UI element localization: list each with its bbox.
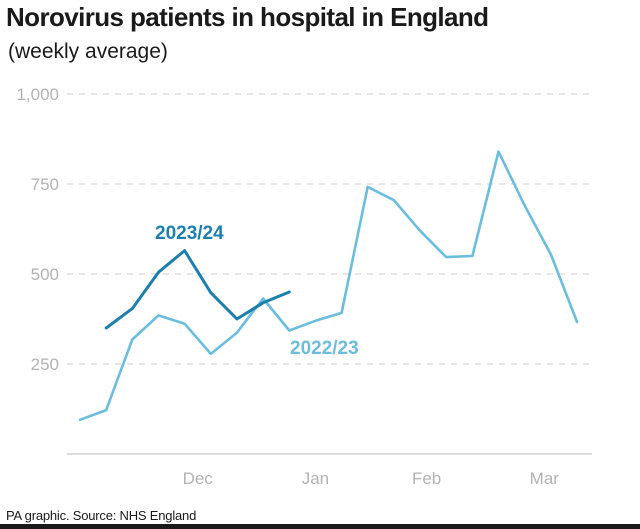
y-tick-label: 250 <box>31 355 59 374</box>
y-tick-label: 500 <box>31 265 59 284</box>
series-line-2022-23 <box>78 150 579 422</box>
chart-title: Norovirus patients in hospital in Englan… <box>6 2 489 32</box>
gridlines <box>67 93 592 365</box>
x-tick-label: Jan <box>302 469 329 488</box>
series-label-2023-24: 2023/24 <box>155 223 224 244</box>
x-axis: Dec Jan Feb Mar <box>183 469 560 488</box>
y-axis: 1,000 750 500 250 <box>16 85 59 374</box>
x-tick-label: Mar <box>530 469 560 488</box>
x-tick-label: Feb <box>412 469 441 488</box>
bottom-rule <box>0 524 640 529</box>
x-tick-label: Dec <box>183 469 214 488</box>
series-lines <box>78 150 579 422</box>
y-tick-label: 750 <box>31 175 59 194</box>
line-chart: 1,000 750 500 250 Dec Jan Feb Mar 2023/24 2022… <box>16 85 592 488</box>
series-line-2023-24 <box>104 249 291 330</box>
series-label-2022-23: 2022/23 <box>290 338 359 359</box>
chart-subtitle: (weekly average) <box>8 40 168 63</box>
y-tick-label: 1,000 <box>16 85 59 104</box>
source-note: PA graphic. Source: NHS England <box>6 508 197 523</box>
